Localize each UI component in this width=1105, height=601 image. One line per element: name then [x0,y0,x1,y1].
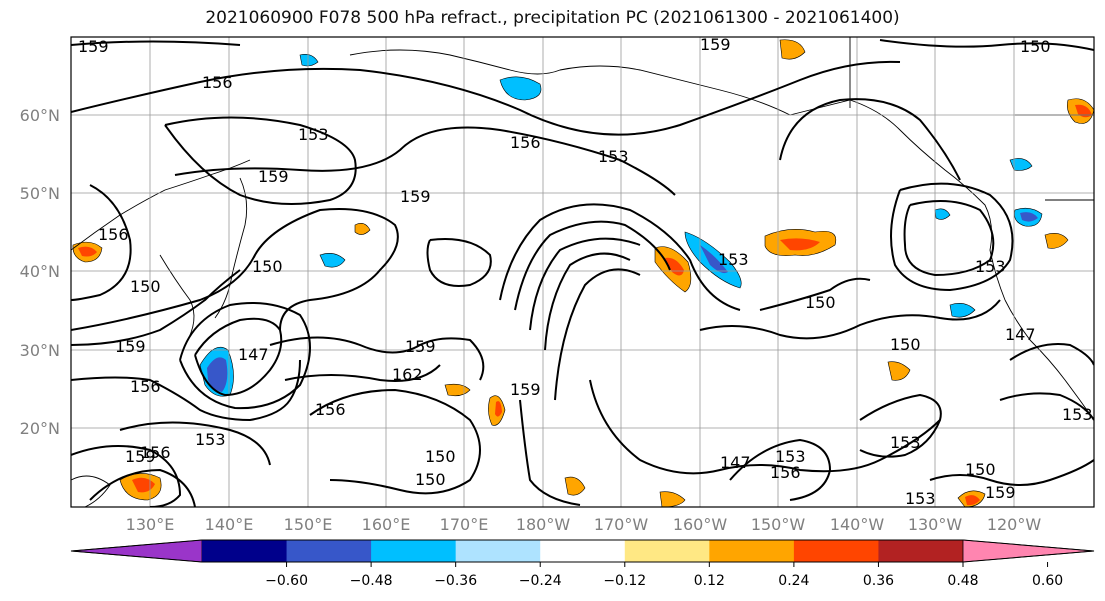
contour-label: 150 [415,470,446,489]
contour-label: 153 [890,433,921,452]
colorbar-cell [878,540,964,562]
contour-label: 159 [258,167,289,186]
contour-label: 159 [400,187,431,206]
contour-label: 159 [405,337,436,356]
lon-label: 130°E [126,515,175,534]
lon-label: 150°W [751,515,806,534]
contour-label: 150 [1020,37,1051,56]
colorbar-cell [624,540,710,562]
colorbar-cell [286,540,372,562]
lon-label: 170°W [594,515,649,534]
lon-label: 180°W [516,515,571,534]
colorbar-extend-low [70,539,203,563]
contour-label: 153 [598,147,629,166]
colorbar-cell [793,540,879,562]
colorbar-tick-label: 0.48 [947,573,978,589]
lat-label-30n: 30°N [20,341,60,360]
colorbar-cell [202,540,288,562]
contour-label: 159 [985,483,1016,502]
contour-label: 147 [238,345,269,364]
contour-label: 159 [78,37,109,56]
colorbar-cell [455,540,541,562]
contour-label: 156 [770,463,801,482]
colorbar-cell [371,540,457,562]
colorbar-tick-label: −0.24 [519,573,562,589]
colorbar-tick-label: 0.12 [694,573,725,589]
colorbar: −0.60 −0.48 −0.36 −0.24 −0.12 0.12 0.24 0.36 0.4… [70,539,1095,589]
contour-label: 156 [315,400,346,419]
colorbar-tick-label: −0.12 [603,573,646,589]
contour-label: 153 [1062,405,1093,424]
contour-label: 156 [130,377,161,396]
contour-label: 156 [140,443,171,462]
lon-label: 130°W [908,515,963,534]
contour-label: 156 [202,73,233,92]
colorbar-tick-label: 0.36 [863,573,894,589]
colorbar-cell [540,540,626,562]
map-plot-area: 159 156 153 159 156 153 159 156 150 150 … [71,35,1094,508]
colorbar-outline [70,539,1095,563]
lon-label: 140°E [205,515,254,534]
colorbar-tick-label: 0.24 [778,573,809,589]
contour-label: 159 [125,447,156,466]
colorbar-tick-label: −0.48 [350,573,393,589]
lon-label: 140°W [830,515,885,534]
contour-label: 147 [1005,325,1036,344]
contour-label: 156 [510,133,541,152]
latitude-labels: 60°N 50°N 40°N 30°N 20°N [20,106,60,438]
contour-label: 153 [775,447,806,466]
contour-label: 153 [905,489,936,508]
contour-label: 162 [392,365,423,384]
contour-label: 150 [805,293,836,312]
contour-label: 153 [718,250,749,269]
graticule [71,37,1094,507]
contour-label: 150 [425,447,456,466]
contour-label: 159 [115,337,146,356]
lat-label-50n: 50°N [20,184,60,203]
colorbar-extend-high [962,539,1095,563]
map-frame [70,36,1095,508]
lon-label: 150°E [284,515,333,534]
contour-label: 150 [130,277,161,296]
colorbar-cells [70,539,1095,563]
lon-label: 160°E [362,515,411,534]
contour-label: 153 [195,430,226,449]
precip-anomaly-fills [72,39,1094,507]
contour-label: 150 [890,335,921,354]
lon-label: 160°W [673,515,728,534]
refractivity-contours [71,39,1094,507]
lat-label-20n: 20°N [20,419,60,438]
colorbar-tick-label: −0.36 [434,573,477,589]
contour-label: 150 [252,257,283,276]
colorbar-ticks: −0.60 −0.48 −0.36 −0.24 −0.12 0.12 0.24 0.36 0.4… [265,562,1063,589]
contour-label: 150 [965,460,996,479]
contour-label: 153 [298,125,329,144]
contour-label: 153 [975,257,1006,276]
lat-label-40n: 40°N [20,262,60,281]
contour-label: 156 [98,225,129,244]
colorbar-tick-label: 0.60 [1032,573,1063,589]
lon-label: 170°E [440,515,489,534]
lat-label-60n: 60°N [20,106,60,125]
map-title: 2021060900 F078 500 hPa refract., precip… [205,8,900,28]
contour-label: 159 [510,380,541,399]
lon-label: 120°W [987,515,1042,534]
contour-label: 159 [700,35,731,54]
colorbar-cell [709,540,795,562]
contour-label: 147 [720,453,751,472]
longitude-labels: 130°E 140°E 150°E 160°E 170°E 180°W 170°… [126,515,1042,534]
contour-labels: 159 156 153 159 156 153 159 156 150 150 … [78,35,1093,508]
colorbar-tick-label: −0.60 [265,573,308,589]
